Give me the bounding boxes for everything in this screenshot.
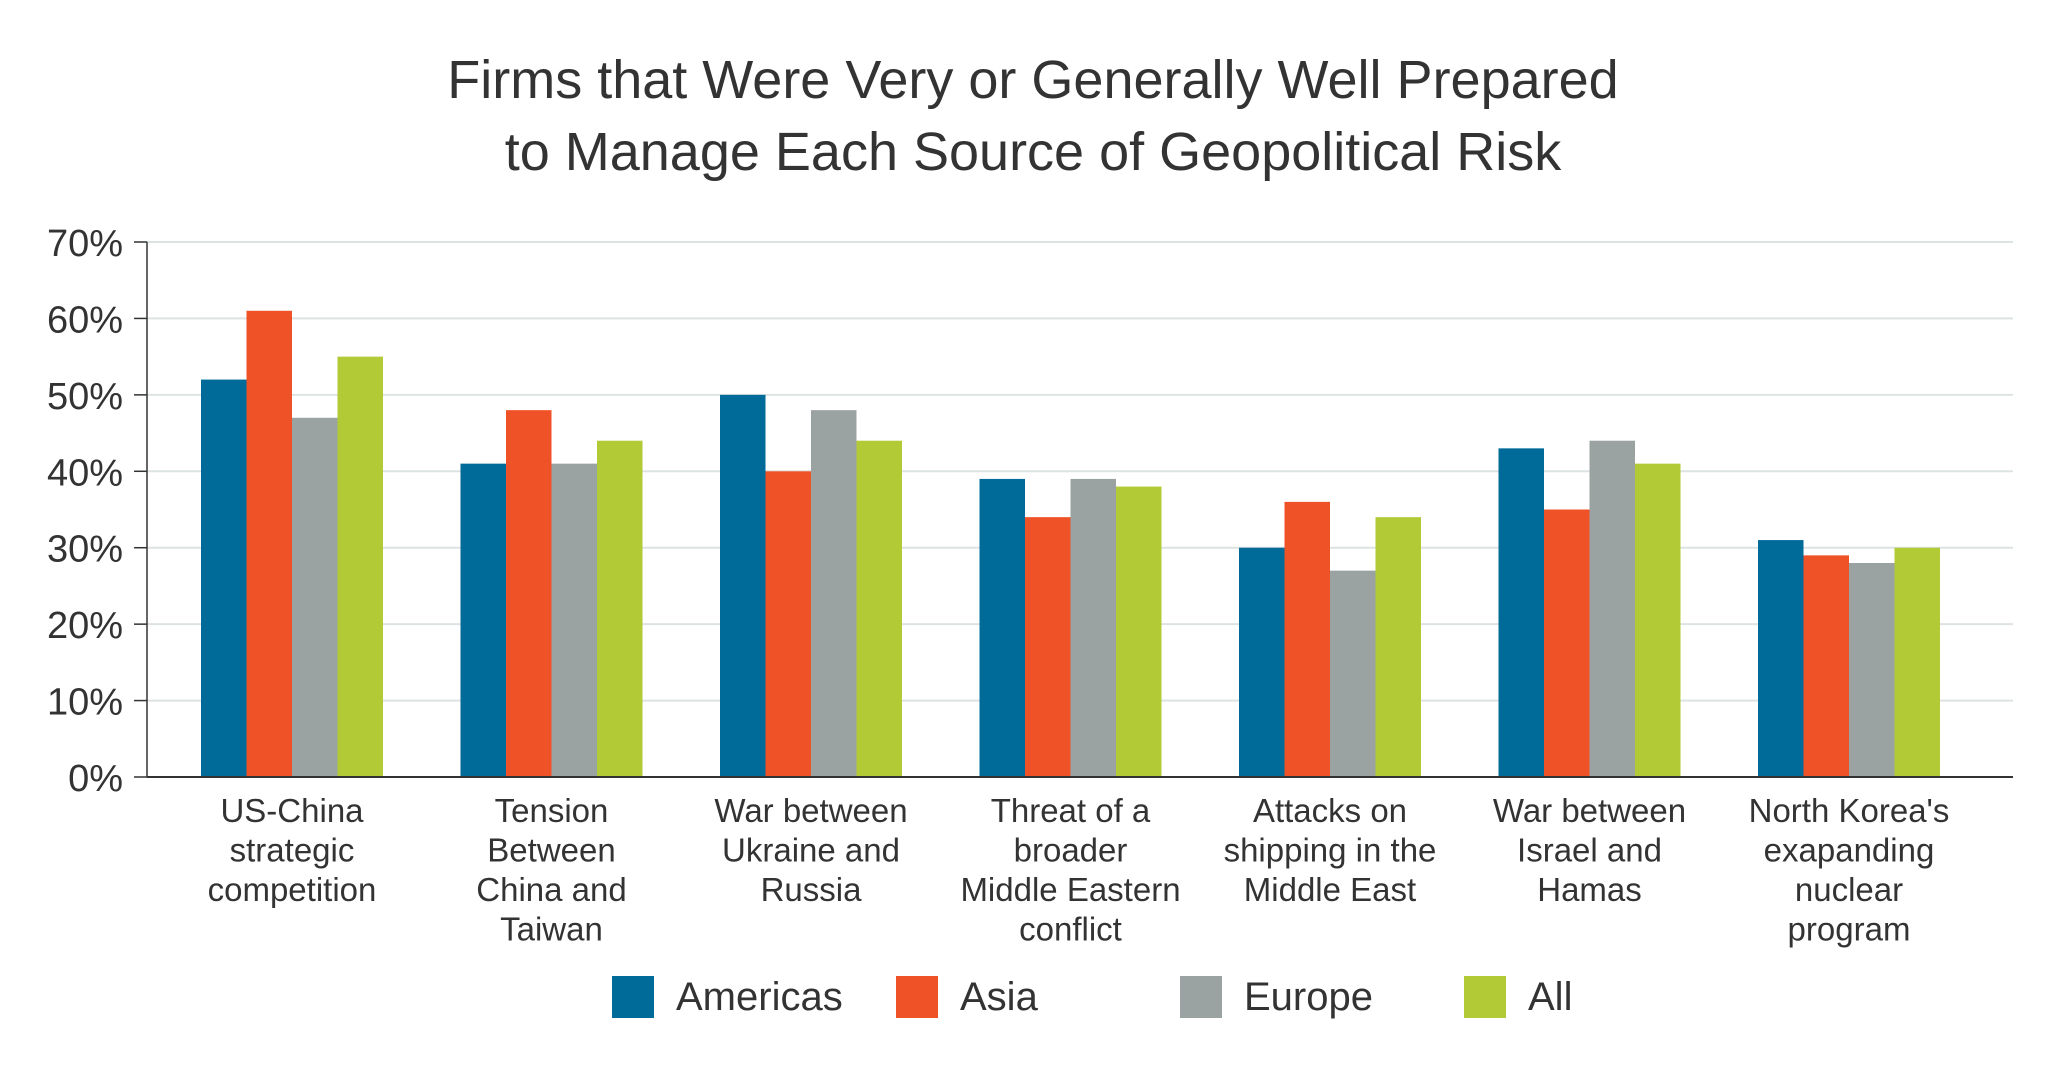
x-category-label-line: strategic <box>230 832 355 869</box>
x-category-label-line: Threat of a <box>991 792 1151 829</box>
x-category-label: War between Israel and Hamas <box>1493 792 1686 908</box>
y-axis-ticks: 0% 10% 20% 30% 40% 50% 60% 70% <box>47 223 147 800</box>
bar-all <box>597 440 643 777</box>
legend-swatch-europe <box>1180 976 1222 1018</box>
bar-all <box>856 440 902 777</box>
x-category-label-line: Tension <box>495 792 609 829</box>
bar-asia <box>765 471 811 777</box>
bar-americas <box>979 478 1025 777</box>
legend-label-all: All <box>1528 975 1572 1019</box>
x-category-label-line: US-China <box>220 792 364 829</box>
x-category-label-line: Ukraine and <box>722 832 900 869</box>
bar-europe <box>1330 570 1376 777</box>
x-category-label-line: Middle Eastern <box>960 871 1180 908</box>
bar-europe <box>811 410 857 777</box>
bar-all <box>1635 463 1681 777</box>
bar-europe <box>292 417 338 777</box>
bar-all <box>337 356 383 777</box>
bar-all <box>1894 547 1940 777</box>
y-tick-label: 40% <box>47 452 123 494</box>
x-category-label-line: War between <box>1493 792 1686 829</box>
legend-swatch-americas <box>612 976 654 1018</box>
x-axis-labels: US-China strategic competition Tension Betwe… <box>208 792 1950 948</box>
bar-asia <box>1025 517 1071 777</box>
bar-europe <box>1589 440 1635 777</box>
x-category-label-line: Middle East <box>1244 871 1416 908</box>
x-category-label-line: Between <box>487 832 615 869</box>
x-category-label-line: North Korea's <box>1749 792 1950 829</box>
x-category-label-line: conflict <box>1019 911 1122 948</box>
x-category-label-line: Israel and <box>1517 832 1662 869</box>
bar-americas <box>1239 547 1285 777</box>
legend-swatch-asia <box>896 976 938 1018</box>
x-category-label: US-China strategic competition <box>208 792 377 908</box>
bar-europe <box>1070 478 1116 777</box>
x-category-label: Attacks on shipping in the Middle East <box>1224 792 1437 908</box>
bar-americas <box>1498 448 1544 777</box>
x-category-label: Threat of a broader Middle Eastern conflict <box>960 792 1180 948</box>
x-category-label-line: Hamas <box>1537 871 1642 908</box>
legend-swatch-all <box>1464 976 1506 1018</box>
bar-all <box>1116 486 1162 777</box>
bar-americas <box>1758 540 1804 777</box>
y-tick-label: 70% <box>47 223 123 265</box>
legend-label-asia: Asia <box>960 975 1039 1019</box>
y-tick-label: 0% <box>68 758 123 800</box>
bar-europe <box>551 463 597 777</box>
bar-americas <box>201 379 247 777</box>
x-category-label-line: Taiwan <box>500 911 603 948</box>
x-category-label-line: War between <box>714 792 907 829</box>
x-category-label-line: program <box>1788 911 1911 948</box>
y-tick-label: 30% <box>47 529 123 571</box>
x-category-label-line: broader <box>1014 832 1128 869</box>
y-tick-label: 10% <box>47 682 123 724</box>
bar-asia <box>1544 509 1590 777</box>
x-category-label-line: competition <box>208 871 377 908</box>
x-category-label-line: China and <box>476 871 626 908</box>
x-category-label-line: exapanding <box>1764 832 1935 869</box>
chart-title-line-2: to Manage Each Source of Geopolitical Ri… <box>505 122 1563 182</box>
bar-asia <box>1803 555 1849 777</box>
y-tick-label: 50% <box>47 376 123 418</box>
x-category-label: North Korea's exapanding nuclear program <box>1749 792 1950 948</box>
x-category-label: Tension Between China and Taiwan <box>476 792 626 948</box>
x-category-label: War between Ukraine and Russia <box>714 792 907 908</box>
bar-americas <box>460 463 506 777</box>
bar-asia <box>246 310 292 777</box>
bar-all <box>1375 517 1421 777</box>
y-tick-label: 20% <box>47 605 123 647</box>
bar-asia <box>1284 501 1330 777</box>
chart-title-line-1: Firms that Were Very or Generally Well P… <box>447 50 1618 110</box>
x-category-label-line: shipping in the <box>1224 832 1437 869</box>
legend-label-americas: Americas <box>676 975 843 1019</box>
x-category-label-line: Russia <box>761 871 863 908</box>
bars <box>201 310 1940 777</box>
legend: Americas Asia Europe All <box>612 975 1572 1019</box>
bar-asia <box>506 410 552 777</box>
x-category-label-line: Attacks on <box>1253 792 1407 829</box>
bar-europe <box>1849 563 1895 777</box>
y-tick-label: 60% <box>47 299 123 341</box>
legend-label-europe: Europe <box>1244 975 1373 1019</box>
bar-americas <box>720 394 766 777</box>
x-category-label-line: nuclear <box>1795 871 1903 908</box>
